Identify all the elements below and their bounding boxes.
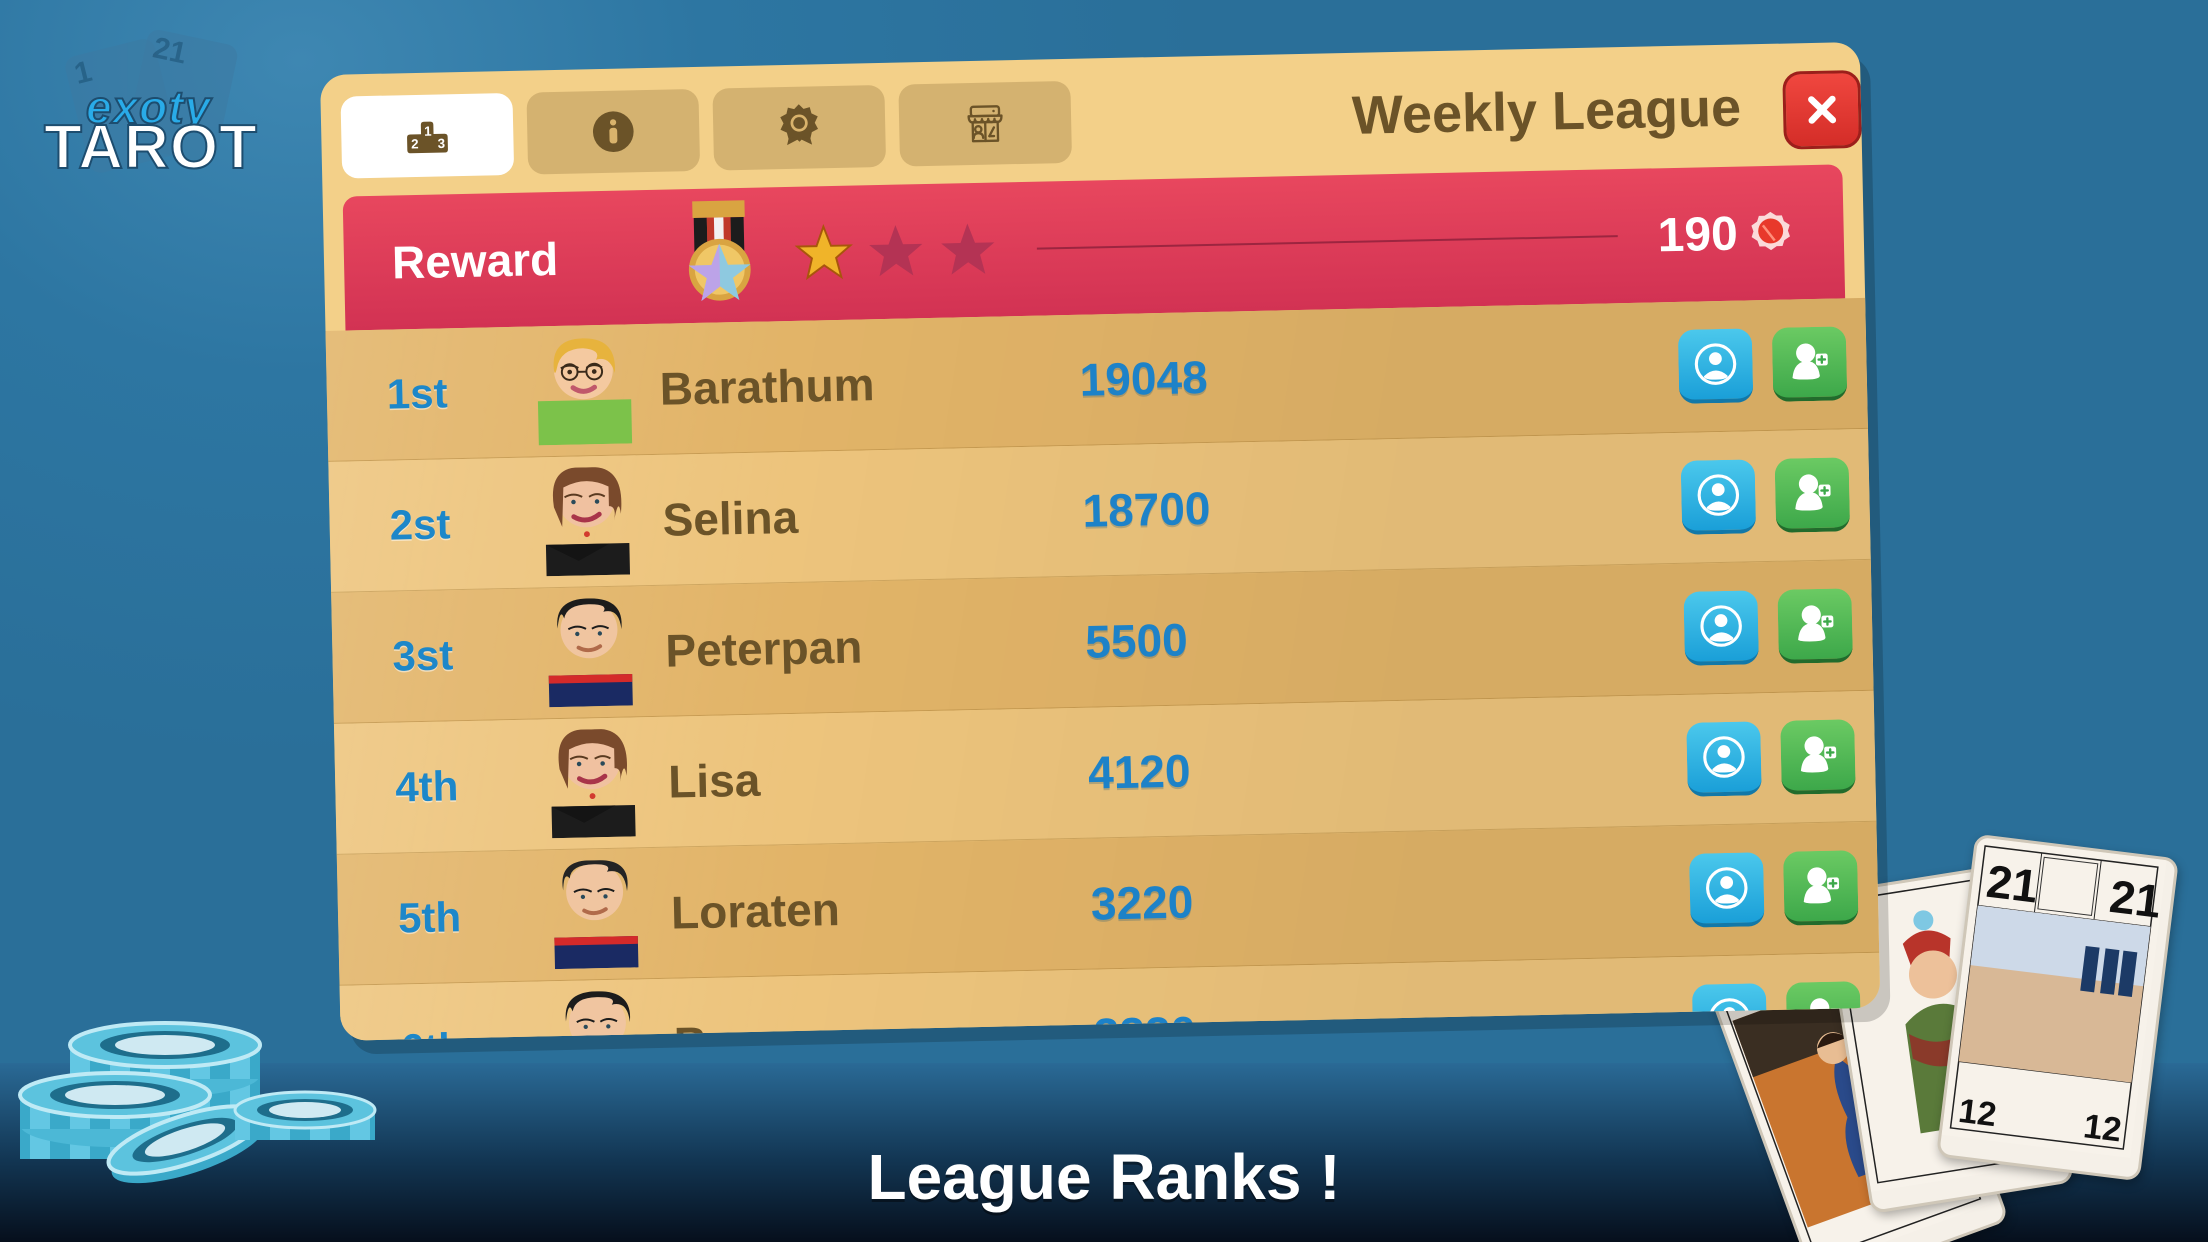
svg-text:3: 3 xyxy=(437,136,445,151)
svg-text:12: 12 xyxy=(2081,1107,2123,1149)
svg-text:21: 21 xyxy=(1984,855,2041,913)
svg-text:1: 1 xyxy=(424,124,432,139)
svg-text:12: 12 xyxy=(1956,1092,1998,1134)
svg-text:2: 2 xyxy=(411,136,419,151)
svg-text:21: 21 xyxy=(2107,870,2164,928)
